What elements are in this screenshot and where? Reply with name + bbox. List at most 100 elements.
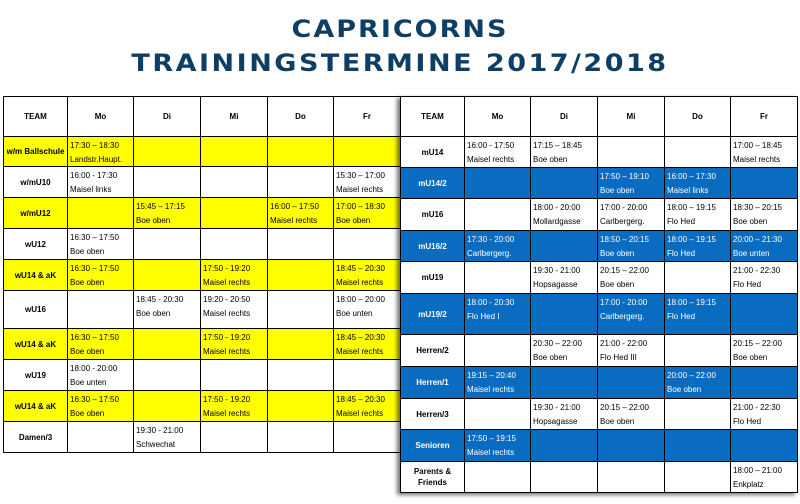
schedule-cell: 15:30 – 17:00 Maisel rechts [333, 166, 401, 198]
schedule-cell: 17:50 - 19:20 Maisel rechts [200, 259, 268, 291]
training-time: 17:30 – 18:30 [70, 141, 119, 150]
schedule-cell: 16:00 - 17:30 Maisel links [67, 166, 134, 198]
schedule-cell: 18:00 - 20:00 Boe unten [67, 359, 134, 391]
schedule-cell [464, 398, 531, 430]
schedule-cell [597, 429, 665, 462]
table-row: mU14/2 17:50 – 19:10 Boe oben 16:00 – 17:30… [400, 167, 798, 199]
training-time: 18:00 – 21:00 [733, 466, 782, 475]
training-location: Boe oben [533, 353, 568, 362]
schedule-cell: 19:30 - 21:00 Hopsagasse [530, 398, 598, 430]
schedule-cell [664, 334, 731, 367]
schedule-cell [333, 421, 401, 453]
training-time: 19:30 - 21:00 [533, 403, 581, 412]
team-name: Herren/1 [400, 366, 465, 399]
schedule-cell: 19:30 - 21:00 Schwechat [133, 421, 201, 453]
schedule-cell: 18:45 – 20:30 Maisel rechts [333, 328, 401, 360]
training-time: 17:00 – 18:45 [733, 141, 782, 150]
schedule-cell: 17:15 – 18:45 Boe oben [530, 136, 598, 168]
training-location: Flo Hed [667, 217, 696, 226]
team-name: mU19/2 [400, 293, 465, 335]
schedule-cell [267, 390, 334, 422]
training-time: 16:30 – 17:50 [70, 333, 119, 342]
training-time: 19:30 - 21:00 [533, 266, 581, 275]
training-location: Maisel rechts [203, 347, 251, 356]
training-location: Maisel rechts [203, 278, 251, 287]
training-location: Maisel rechts [336, 278, 384, 287]
schedule-cell [333, 136, 401, 167]
column-header-mo: Mo [464, 96, 531, 137]
training-location: Boe oben [600, 186, 635, 195]
training-time: 15:45 – 17:15 [136, 202, 185, 211]
schedule-cell [267, 259, 334, 291]
schedule-cell [133, 390, 201, 422]
schedule-cell [730, 167, 798, 199]
schedule-cell [133, 228, 201, 260]
table-row: wU16 18:45 - 20:30 Boe oben 19:20 - 20:50 Ma… [3, 290, 401, 329]
table-row: wU14 & aK 16:30 – 17:50 Boe oben 17:50 - 19… [3, 259, 401, 291]
schedule-cell: 17:30 – 18:30 Landstr.Haupt. [67, 136, 134, 167]
schedule-cell [664, 136, 731, 168]
schedule-cell: 16:00 – 17:30 Maisel links [664, 167, 731, 199]
training-time: 18:00 - 20:00 [533, 203, 581, 212]
schedule-cell [267, 290, 334, 329]
schedule-cell: 21:00 - 22:30 Flo Hed [730, 261, 798, 294]
schedule-cell [200, 136, 268, 167]
team-name: mU16/2 [400, 230, 465, 262]
training-location: Maisel rechts [203, 409, 251, 418]
schedule-cell: 20:00 – 21:30 Boe unten [730, 230, 798, 262]
schedule-cell [730, 293, 798, 335]
schedule-cell: 16:30 – 17:50 Boe oben [67, 328, 134, 360]
table-row: Senioren 17:50 – 19:15 Maisel rechts [400, 429, 798, 462]
training-time: 21:00 - 22:30 [733, 403, 781, 412]
training-time: 20:30 – 22:00 [533, 339, 582, 348]
training-time: 20:00 – 21:30 [733, 235, 782, 244]
training-time: 16:00 - 17:30 [70, 171, 118, 180]
training-location: Maisel rechts [467, 385, 515, 394]
table-row: wU14 & aK 16:30 – 17:50 Boe oben 17:50 - 19… [3, 390, 401, 422]
training-location: Boe oben [70, 278, 105, 287]
team-name: w/m Ballschule [3, 136, 68, 167]
training-location: Mollardgasse [533, 217, 581, 226]
schedule-cell: 20:15 – 22:00 Boe oben [597, 398, 665, 430]
column-header-fr: Fr [730, 96, 798, 137]
schedule-cell: 19:30 - 21:00 Hopsagasse [530, 261, 598, 294]
team-name: wU14 & aK [3, 390, 68, 422]
schedule-cell [133, 259, 201, 291]
team-name: wU14 & aK [3, 259, 68, 291]
training-time: 15:30 – 17:00 [336, 171, 385, 180]
training-location: Boe oben [70, 409, 105, 418]
schedule-cell: 16:30 – 17:50 Boe oben [67, 390, 134, 422]
schedule-cell [730, 429, 798, 462]
schedule-cell [597, 461, 665, 493]
training-time: 20:15 – 22:00 [600, 403, 649, 412]
training-location: Boe unten [70, 378, 107, 387]
training-time: 19:30 - 21:00 [136, 426, 184, 435]
training-location: Maisel links [70, 185, 112, 194]
team-name: mU14 [400, 136, 465, 168]
schedule-cell [464, 261, 531, 294]
schedule-cell: 20:00 – 22:00 Boe oben [664, 366, 731, 399]
table-row: mU19/2 18:00 - 20:30 Flo Hed I 17:00 - 20:0… [400, 293, 798, 335]
schedule-cell: 18:00 – 21:00 Enkplatz [730, 461, 798, 493]
schedule-cell: 20:15 – 22:00 Boe oben [597, 261, 665, 294]
column-header-mi: Mi [200, 96, 268, 137]
schedule-cell: 21:00 - 22:00 Flo Hed III [597, 334, 665, 367]
column-header-mi: Mi [597, 96, 665, 137]
table-row: Damen/3 19:30 - 21:00 Schwechat [3, 421, 401, 453]
training-time: 17:50 – 19:10 [600, 172, 649, 181]
training-location: Flo Hed [667, 249, 696, 258]
schedule-cell: 18:00 – 19:15 Flo Hed [664, 230, 731, 262]
training-location: Flo Hed [733, 417, 762, 426]
schedule-cell [267, 359, 334, 391]
team-name: w/mU10 [3, 166, 68, 198]
training-location: Boe oben [70, 247, 105, 256]
team-name: Herren/2 [400, 334, 465, 367]
training-time: 18:00 – 19:15 [667, 203, 716, 212]
training-location: Schwechat [136, 440, 176, 449]
team-name: mU14/2 [400, 167, 465, 199]
schedule-cell [530, 366, 598, 399]
training-time: 18:00 - 20:30 [467, 298, 515, 307]
training-location: Maisel rechts [336, 185, 384, 194]
column-header-di: Di [133, 96, 201, 137]
team-name: wU12 [3, 228, 68, 260]
